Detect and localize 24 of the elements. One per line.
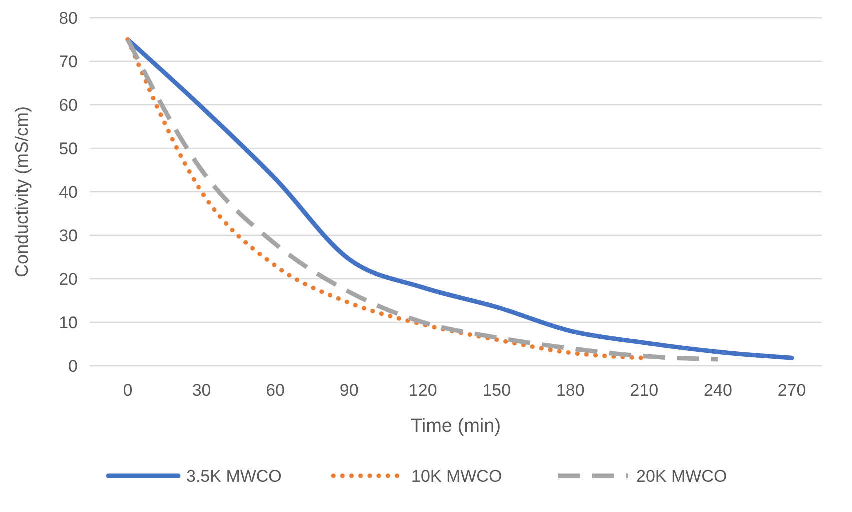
y-tick-label: 0 <box>68 356 78 376</box>
x-tick-label: 120 <box>408 381 438 400</box>
y-tick-label: 30 <box>59 226 78 246</box>
x-tick-label: 30 <box>192 381 212 400</box>
x-tick-label: 180 <box>556 381 585 400</box>
y-tick-label: 70 <box>59 52 78 72</box>
y-tick-label: 20 <box>59 270 78 289</box>
y-tick-label: 80 <box>59 8 78 28</box>
x-tick-label: 60 <box>266 381 286 400</box>
x-axis-title: Time (min) <box>410 416 502 437</box>
legend-label: 10K MWCO <box>412 466 502 486</box>
y-tick-label: 40 <box>59 182 78 202</box>
x-tick-label: 0 <box>123 381 133 400</box>
x-tick-label: 240 <box>704 381 732 400</box>
y-tick-label: 50 <box>59 139 78 158</box>
x-tick-label: 90 <box>340 381 359 400</box>
x-tick-label: 150 <box>482 381 512 400</box>
legend-label: 20K MWCO <box>636 466 728 486</box>
y-tick-label: 60 <box>59 96 78 115</box>
y-axis-title: Conductivity (mS/cm) <box>12 106 32 278</box>
legend-label: 3.5K MWCO <box>186 466 282 486</box>
x-tick-label: 270 <box>778 381 806 400</box>
x-tick-label: 210 <box>630 381 659 400</box>
y-tick-label: 10 <box>59 313 78 332</box>
